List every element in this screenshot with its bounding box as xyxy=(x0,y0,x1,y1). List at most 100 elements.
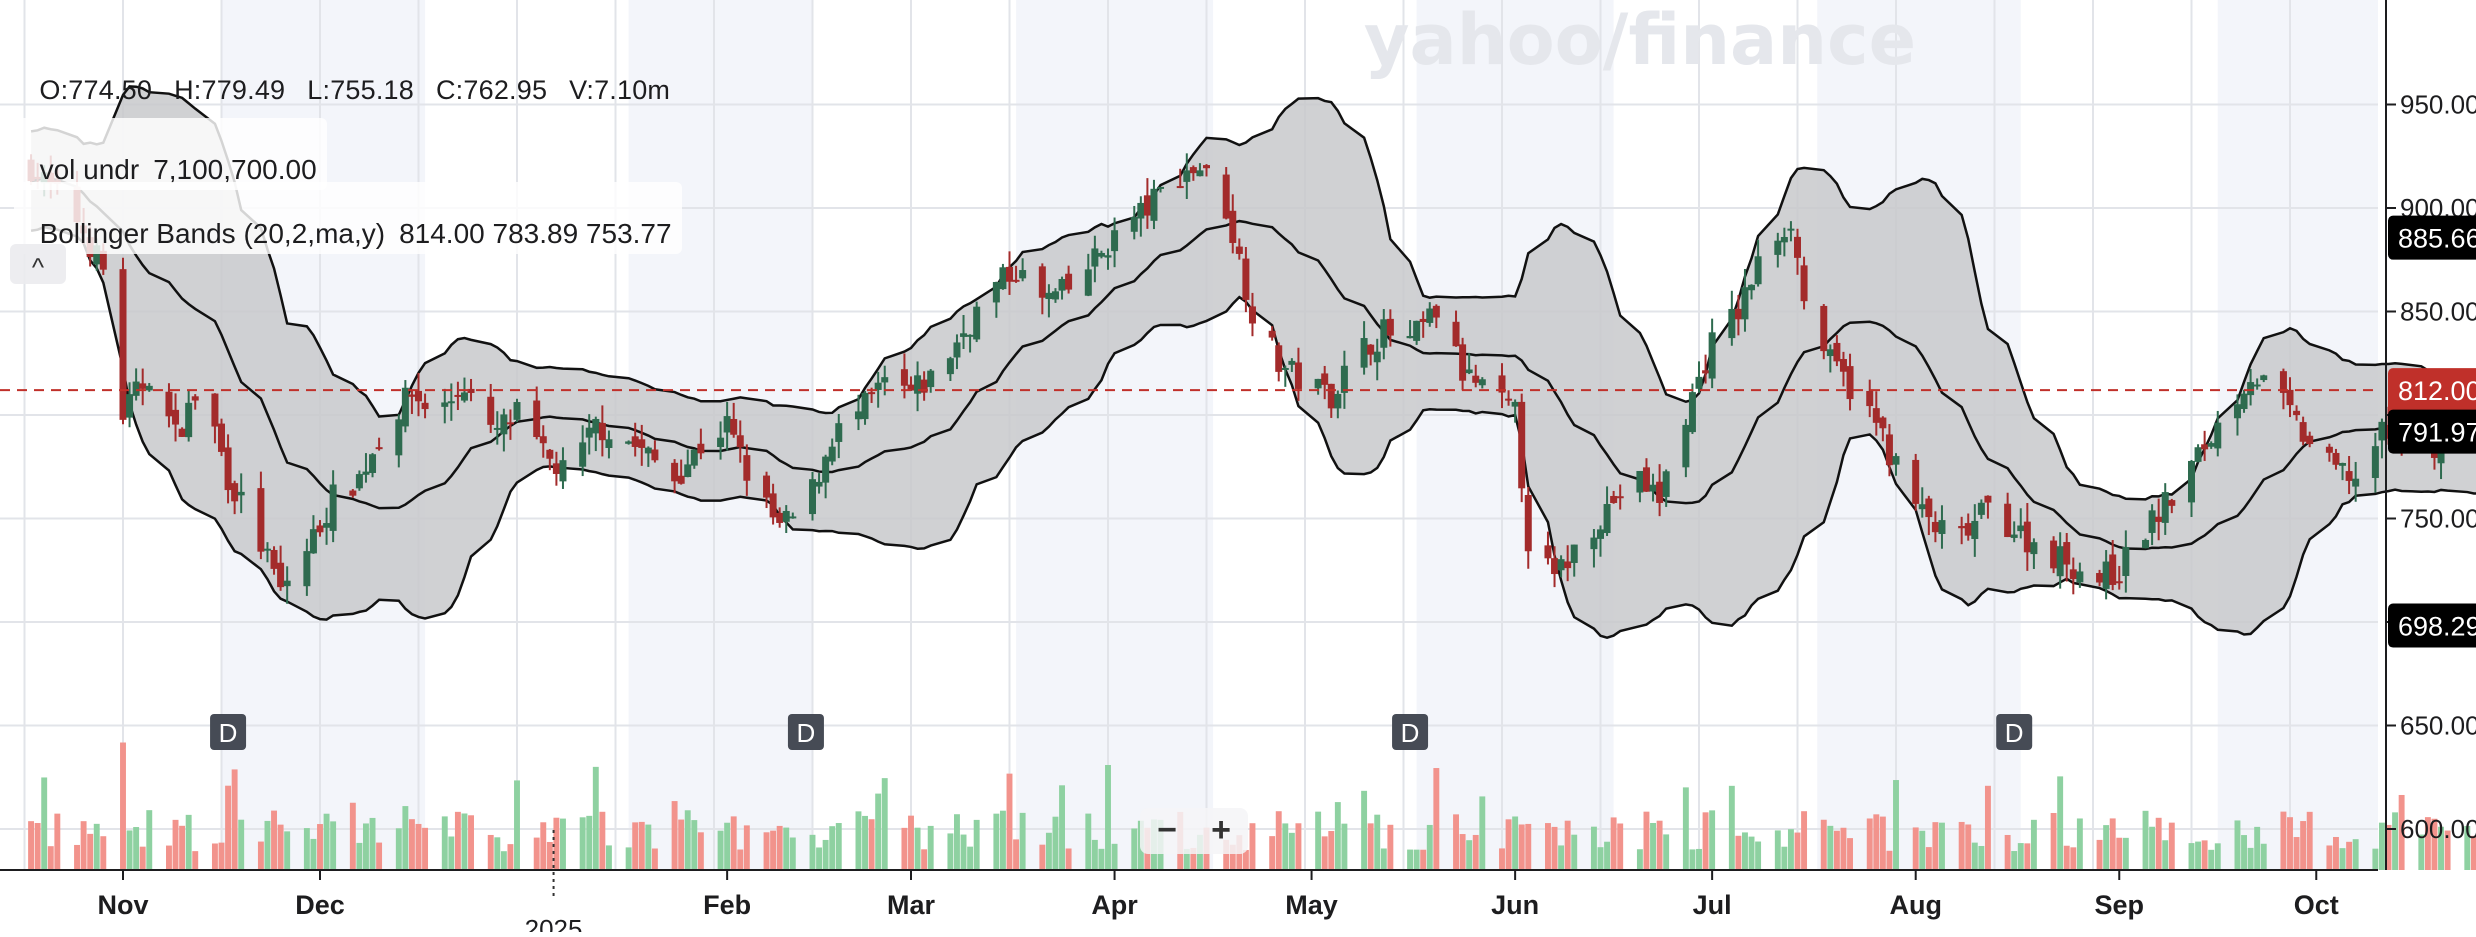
x-axis-year-label: 2025 xyxy=(525,914,583,932)
price-tag-bg xyxy=(2388,368,2476,413)
volume-bar xyxy=(500,851,507,870)
candle-body xyxy=(1294,362,1302,389)
volume-bar xyxy=(1958,821,1965,870)
zoom-control[interactable]: − + xyxy=(1140,808,1248,854)
volume-bar xyxy=(2162,840,2169,870)
candle-body xyxy=(1058,279,1066,291)
zoom-out-button[interactable]: − xyxy=(1157,811,1177,849)
volume-bar xyxy=(2385,824,2392,870)
price-tag-label: 885.66 xyxy=(2398,224,2476,254)
volume-bar xyxy=(1341,823,1348,870)
x-axis-tick-label: Nov xyxy=(97,890,148,920)
candle-body xyxy=(1229,210,1237,243)
candle-body xyxy=(881,377,889,383)
volume-bar xyxy=(349,802,356,870)
dividend-marker[interactable]: D xyxy=(1392,714,1429,750)
volume-bar xyxy=(1321,836,1328,870)
volume-bar xyxy=(2438,826,2444,870)
bollinger-legend[interactable]: Bollinger Bands (20,2,ma,y) 814.00 783.89… xyxy=(14,182,682,254)
volume-bars xyxy=(28,742,2476,870)
volume-indicator-legend[interactable]: vol undr 7,100,700.00 xyxy=(14,118,327,190)
collapse-legend-button[interactable]: ^ xyxy=(10,244,66,284)
candle-body xyxy=(914,375,922,394)
volume-bar xyxy=(1820,819,1827,870)
volume-bar xyxy=(927,825,934,870)
volume-bar xyxy=(1426,824,1433,870)
dividend-marker[interactable]: D xyxy=(210,714,247,750)
volume-bar xyxy=(1229,844,1236,870)
high-value: H:779.49 xyxy=(174,75,286,105)
candle-body xyxy=(1426,308,1434,323)
candle-body xyxy=(690,449,698,466)
volume-bar xyxy=(2011,851,2018,870)
candle-body xyxy=(165,391,173,417)
volume-bar xyxy=(166,845,172,870)
volume-bar xyxy=(100,836,107,870)
candle-body xyxy=(1478,379,1486,386)
candle-body xyxy=(237,491,245,496)
volume-bar xyxy=(47,846,54,870)
volume-bar xyxy=(1682,787,1689,870)
candle-body xyxy=(1610,495,1618,503)
volume-bar xyxy=(776,825,783,870)
volume-bar xyxy=(2346,841,2353,870)
volume-bar xyxy=(238,819,245,870)
volume-bar xyxy=(1755,841,1762,870)
x-axis-tick-label: Oct xyxy=(2294,890,2339,920)
candle-body xyxy=(2115,581,2123,584)
volume-bar xyxy=(1479,796,1486,870)
volume-bar xyxy=(1380,848,1387,870)
volume-bar xyxy=(1407,849,1414,870)
dividend-marker[interactable]: D xyxy=(1996,714,2033,750)
candle-body xyxy=(447,401,455,404)
x-axis-tick-label: Jun xyxy=(1491,890,1539,920)
candle-body xyxy=(1314,378,1322,389)
dividend-marker[interactable]: D xyxy=(787,714,824,750)
volume-bar xyxy=(671,801,678,870)
candle-body xyxy=(533,400,541,438)
volume-bar xyxy=(133,827,140,870)
volume-bar xyxy=(2168,822,2175,870)
volume-bar xyxy=(257,841,264,870)
candle-body xyxy=(2023,521,2031,553)
candle-body xyxy=(1091,248,1099,267)
y-axis-tick-label: 750.00 xyxy=(2400,504,2476,534)
zoom-in-button[interactable]: + xyxy=(1211,811,1231,849)
volume-bar xyxy=(1315,811,1322,870)
volume-bar xyxy=(1499,848,1505,870)
x-axis-tick-label: Aug xyxy=(1889,890,1941,920)
candle-body xyxy=(907,384,915,391)
volume-bar xyxy=(2195,841,2202,870)
volume-bar xyxy=(822,839,829,870)
candle-body xyxy=(815,481,823,487)
x-axis-tick-label: Mar xyxy=(887,890,936,920)
y-axis-tick-label: 650.00 xyxy=(2400,711,2476,741)
volume-bar xyxy=(921,849,928,870)
volume-bar xyxy=(1367,823,1374,870)
volume-bar xyxy=(2398,794,2405,870)
candle-body xyxy=(1590,537,1598,550)
candle-body xyxy=(362,471,370,475)
volume-bar xyxy=(2109,818,2116,870)
candle-body xyxy=(1176,186,1184,189)
volume-bar xyxy=(2293,837,2300,870)
candle-body xyxy=(487,396,495,425)
candle-body xyxy=(1367,344,1375,355)
candle-body xyxy=(2352,478,2360,487)
candle-body xyxy=(224,447,232,491)
volume-bar xyxy=(1085,813,1092,870)
volume-bar xyxy=(487,834,494,870)
candle-body xyxy=(218,423,225,452)
volume-bar xyxy=(2004,834,2011,870)
candle-body xyxy=(178,428,186,437)
volume-bar xyxy=(914,827,921,870)
volume-bar xyxy=(1459,834,1466,870)
candle-body xyxy=(1931,521,1939,533)
candle-body xyxy=(2253,384,2261,387)
volume-indicator-value: 7,100,700.00 xyxy=(153,154,317,185)
dividend-badge xyxy=(1996,714,2033,750)
dividend-badge xyxy=(787,714,824,750)
volume-bar xyxy=(901,827,908,870)
